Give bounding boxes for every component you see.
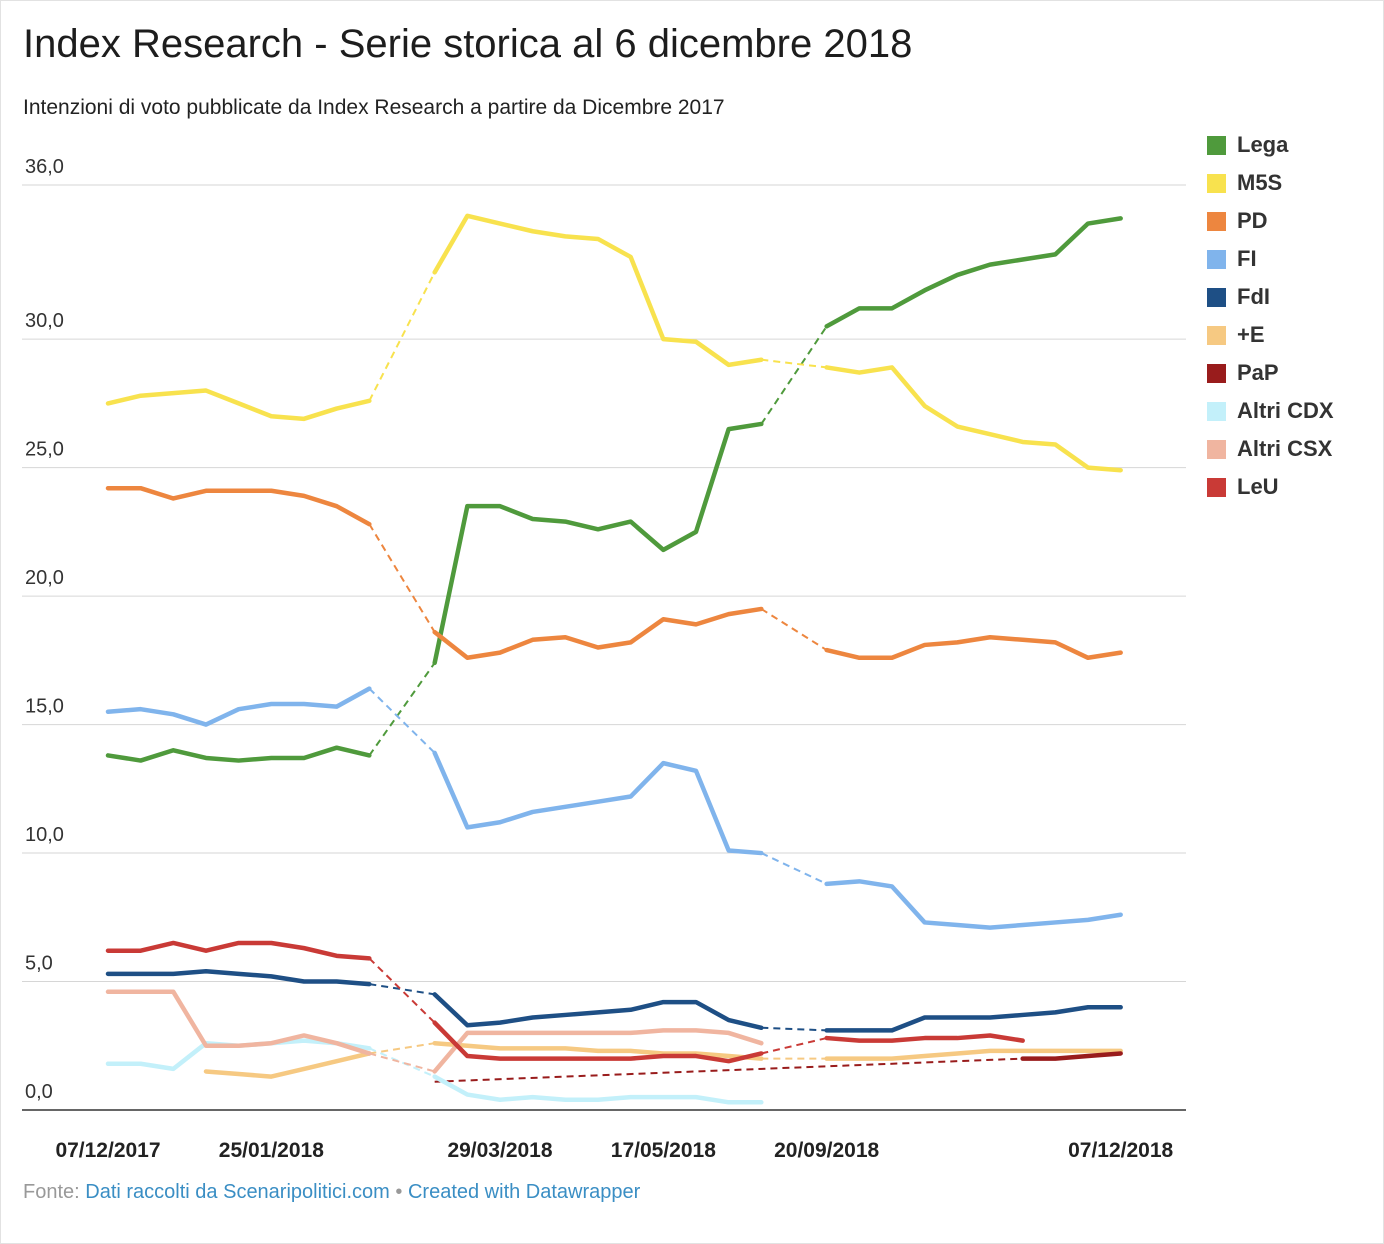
legend-item: FI (1207, 240, 1334, 278)
y-tick-label: 30,0 (25, 310, 64, 332)
series-gap-lega (760, 325, 828, 425)
legend-label: FI (1237, 246, 1257, 271)
series-gap-leu (368, 957, 436, 1024)
y-tick-label: 36,0 (25, 156, 64, 178)
series-gap-pap (434, 1057, 1023, 1083)
series-line-lega (105, 745, 372, 763)
chart-title: Index Research - Serie storica al 6 dice… (23, 22, 913, 66)
legend-swatch (1207, 135, 1226, 155)
x-tick-label: 17/05/2018 (611, 1139, 716, 1162)
x-tick-label: 07/12/2017 (55, 1139, 160, 1162)
series-gap-leu (761, 1037, 827, 1055)
series-line-leu (105, 940, 372, 961)
legend-swatch (1207, 325, 1226, 345)
legend-item: +E (1207, 316, 1334, 354)
legend-item: FdI (1207, 278, 1334, 316)
legend-label: +E (1237, 322, 1265, 347)
series-gap-lega (368, 662, 436, 756)
series-line--e (824, 1048, 1123, 1061)
legend-swatch (1207, 249, 1226, 269)
legend-item: PD (1207, 202, 1334, 240)
series-line--e (432, 1040, 764, 1061)
legend-swatch (1207, 211, 1226, 231)
series-line--e (203, 1051, 372, 1079)
series-line-pd (105, 485, 372, 527)
y-tick-label: 10,0 (25, 824, 64, 846)
series-line-fi (824, 879, 1123, 930)
datawrapper-link[interactable]: Created with Datawrapper (407, 1181, 641, 1203)
series-gap-altri-csx (369, 1052, 435, 1073)
dashed-connectors (368, 271, 1023, 1083)
legend: Lega M5S PD FI FdI +E PaP Altri CDX Altri CSX LeU (1207, 126, 1334, 506)
legend-label: Lega (1237, 132, 1289, 157)
legend-item: M5S (1207, 164, 1334, 202)
x-tick-label: 25/01/2018 (219, 1139, 324, 1162)
legend-item: PaP (1207, 354, 1334, 392)
legend-item: LeU (1207, 468, 1334, 506)
grid: 0,0 5,0 10,0 15,0 20,0 25,0 30,0 36,0 (22, 156, 1186, 1111)
legend-swatch (1207, 363, 1226, 383)
legend-swatch (1207, 287, 1226, 307)
series-gap-fi (368, 687, 436, 754)
y-tick-label: 5,0 (25, 953, 53, 975)
legend-item: Lega (1207, 126, 1334, 164)
series-gap--e (369, 1042, 435, 1055)
series-lines (105, 213, 1123, 1105)
chart-subtitle: Intenzioni di voto pubblicate da Index R… (23, 96, 725, 119)
legend-swatch (1207, 401, 1226, 421)
legend-label: FdI (1237, 284, 1270, 309)
footer: Fonte: Dati raccolti da Scenaripolitici.… (23, 1181, 640, 1204)
series-line-pd (824, 634, 1123, 661)
x-tick-label: 20/09/2018 (774, 1139, 879, 1162)
series-line-fi (105, 686, 372, 727)
series-line-lega (824, 216, 1123, 329)
series-line-pap (1020, 1051, 1123, 1061)
series-gap-pd (368, 523, 436, 633)
series-line-m5s (105, 388, 372, 422)
y-tick-label: 0,0 (25, 1081, 53, 1103)
x-tick-label: 07/12/2018 (1068, 1139, 1173, 1162)
legend-swatch (1207, 173, 1226, 193)
legend-label: M5S (1237, 170, 1283, 195)
series-line-lega (432, 421, 764, 666)
series-line-fdi (432, 992, 764, 1031)
x-axis: 07/12/2017 25/01/2018 29/03/2018 17/05/2018… (55, 1139, 1173, 1162)
legend-label: Altri CDX (1237, 398, 1334, 423)
source-link[interactable]: Dati raccolti da Scenaripolitici.com (85, 1181, 390, 1203)
footer-separator: • (395, 1181, 403, 1203)
series-line-leu (824, 1033, 1025, 1043)
series-gap-fi (760, 852, 828, 885)
series-line-m5s (432, 213, 764, 368)
legend-label: PaP (1237, 360, 1279, 385)
series-line-altri-csx (105, 989, 372, 1056)
legend-item: Altri CSX (1207, 430, 1334, 468)
y-tick-label: 20,0 (25, 567, 64, 589)
series-gap-altri-cdx (368, 1047, 436, 1078)
series-line-pd (432, 606, 764, 661)
legend-label: Altri CSX (1237, 436, 1333, 461)
source-prefix: Fonte: (23, 1181, 80, 1203)
legend-item: Altri CDX (1207, 392, 1334, 430)
series-gap-m5s (761, 358, 827, 369)
series-line-fdi (824, 1004, 1123, 1033)
series-line-altri-cdx (432, 1074, 764, 1105)
x-tick-label: 29/03/2018 (447, 1139, 552, 1162)
series-gap-pd (760, 608, 828, 651)
y-tick-label: 25,0 (25, 439, 64, 461)
series-line-fdi (105, 969, 372, 987)
legend-label: PD (1237, 208, 1268, 233)
series-line-m5s (824, 365, 1123, 473)
legend-label: LeU (1237, 474, 1279, 499)
series-gap-fdi (369, 983, 435, 996)
series-gap-m5s (368, 271, 436, 402)
y-tick-label: 15,0 (25, 696, 64, 718)
legend-swatch (1207, 477, 1226, 497)
series-line-leu (432, 1020, 764, 1064)
legend-swatch (1207, 439, 1226, 459)
series-gap-fdi (761, 1026, 827, 1032)
series-line-fi (432, 750, 764, 856)
series-line-altri-csx (432, 1028, 764, 1074)
